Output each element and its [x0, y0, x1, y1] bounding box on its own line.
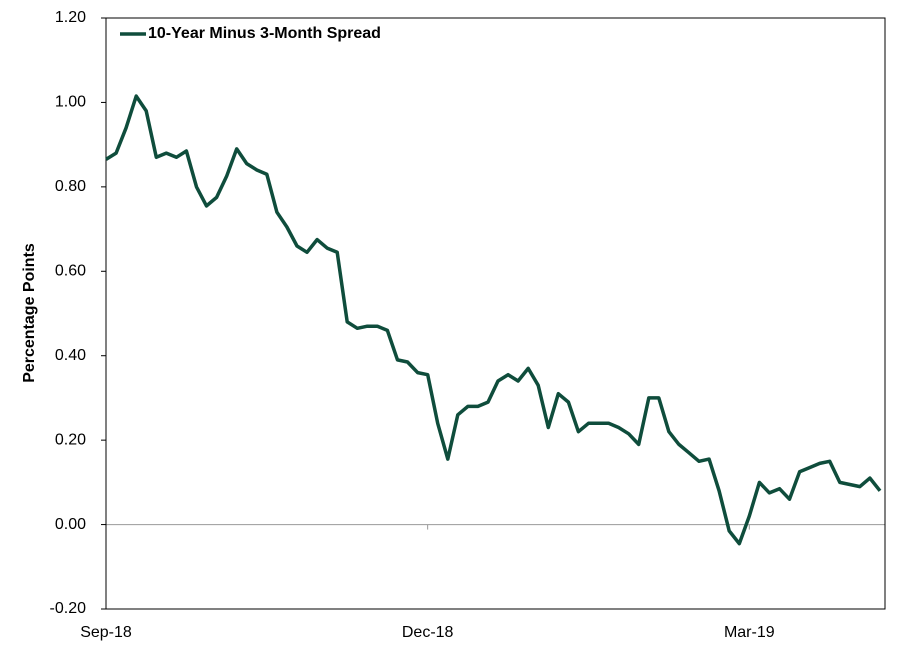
legend-label: 10-Year Minus 3-Month Spread: [148, 25, 381, 42]
x-tick-label: Dec-18: [402, 624, 454, 641]
y-tick-label: 0.60: [55, 263, 86, 280]
x-tick-label: Sep-18: [80, 624, 132, 641]
line-series: [105, 94, 882, 546]
plot-frame: [105, 17, 886, 610]
x-tick-label: Mar-19: [724, 624, 775, 641]
y-axis-label: Percentage Points: [21, 243, 38, 383]
y-tick-label: 1.20: [55, 9, 86, 26]
y-tick-label: 1.00: [55, 94, 86, 111]
y-tick-label: -0.20: [50, 600, 87, 617]
y-tick-label: 0.20: [55, 431, 86, 448]
y-tick-label: 0.80: [55, 178, 86, 195]
y-tick-label: 0.00: [55, 516, 86, 533]
y-tick-label: 0.40: [55, 347, 86, 364]
